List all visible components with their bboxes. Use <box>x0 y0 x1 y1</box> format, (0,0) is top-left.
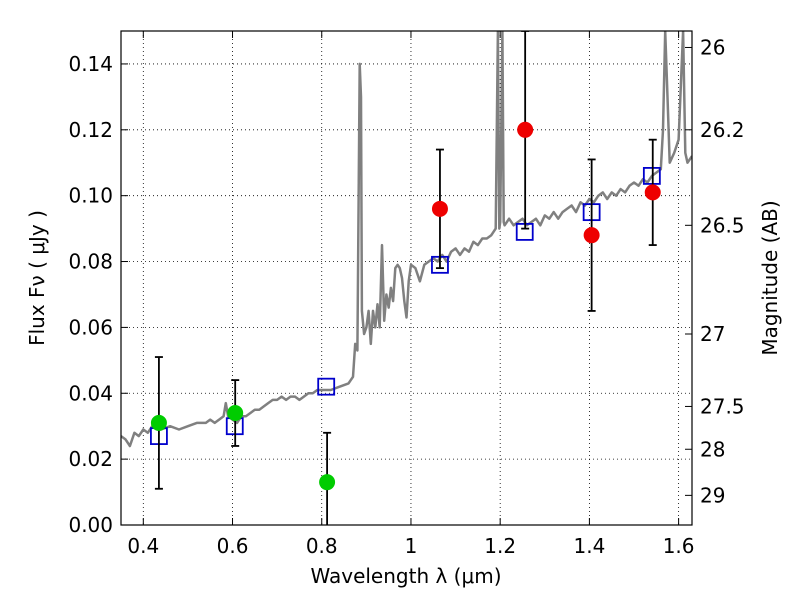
tick-labels: 0.4 0.6 0.8 1 1.2 1.4 1.6 0.00 0.02 0.04 0.06 0.08 0… <box>68 35 744 558</box>
x-axis-label: Wavelength λ (μm) <box>310 564 501 588</box>
right-tick-label: 29 <box>700 483 725 507</box>
observed-optical-point <box>319 474 336 491</box>
observed-infrared-point <box>517 121 534 138</box>
y-tick-label: 0.02 <box>68 447 113 471</box>
observed-infrared-point <box>431 200 448 217</box>
right-tick-label: 26.2 <box>700 118 745 142</box>
x-tick-label: 1 <box>405 534 418 558</box>
plot-frame <box>120 30 693 526</box>
y-tick-label: 0.08 <box>68 250 113 274</box>
right-tick-label: 28 <box>700 437 725 461</box>
plot-area <box>121 31 692 525</box>
y-tick-label: 0.00 <box>68 513 113 537</box>
right-tick-label: 27 <box>700 322 725 346</box>
y-tick-label: 0.04 <box>68 381 113 405</box>
right-tick-label: 26.5 <box>700 213 745 237</box>
right-tick-label: 27.5 <box>700 394 745 418</box>
observed-optical-point <box>150 414 167 431</box>
observed-optical-point <box>227 405 244 422</box>
observed-infrared-point <box>583 227 600 244</box>
observed-infrared-point <box>644 184 661 201</box>
x-tick-label: 1.6 <box>663 534 695 558</box>
x-tick-label: 0.4 <box>127 534 159 558</box>
axis-ticks <box>121 31 692 526</box>
grid <box>121 31 692 526</box>
y-tick-label: 0.14 <box>68 52 113 76</box>
y-tick-label: 0.10 <box>68 184 113 208</box>
x-tick-label: 0.8 <box>306 534 338 558</box>
y-axis-right-label: Magnitude (AB) <box>758 200 782 355</box>
model-square-point <box>317 377 336 396</box>
x-tick-label: 1.2 <box>484 534 516 558</box>
y-axis-label: Flux Fν ( μJy ) <box>25 210 49 346</box>
y-tick-label: 0.12 <box>68 118 113 142</box>
x-tick-label: 0.6 <box>217 534 249 558</box>
right-tick-label: 26 <box>700 35 725 59</box>
spectrum-line <box>121 31 692 448</box>
x-tick-label: 1.4 <box>573 534 605 558</box>
y-tick-label: 0.06 <box>68 315 113 339</box>
